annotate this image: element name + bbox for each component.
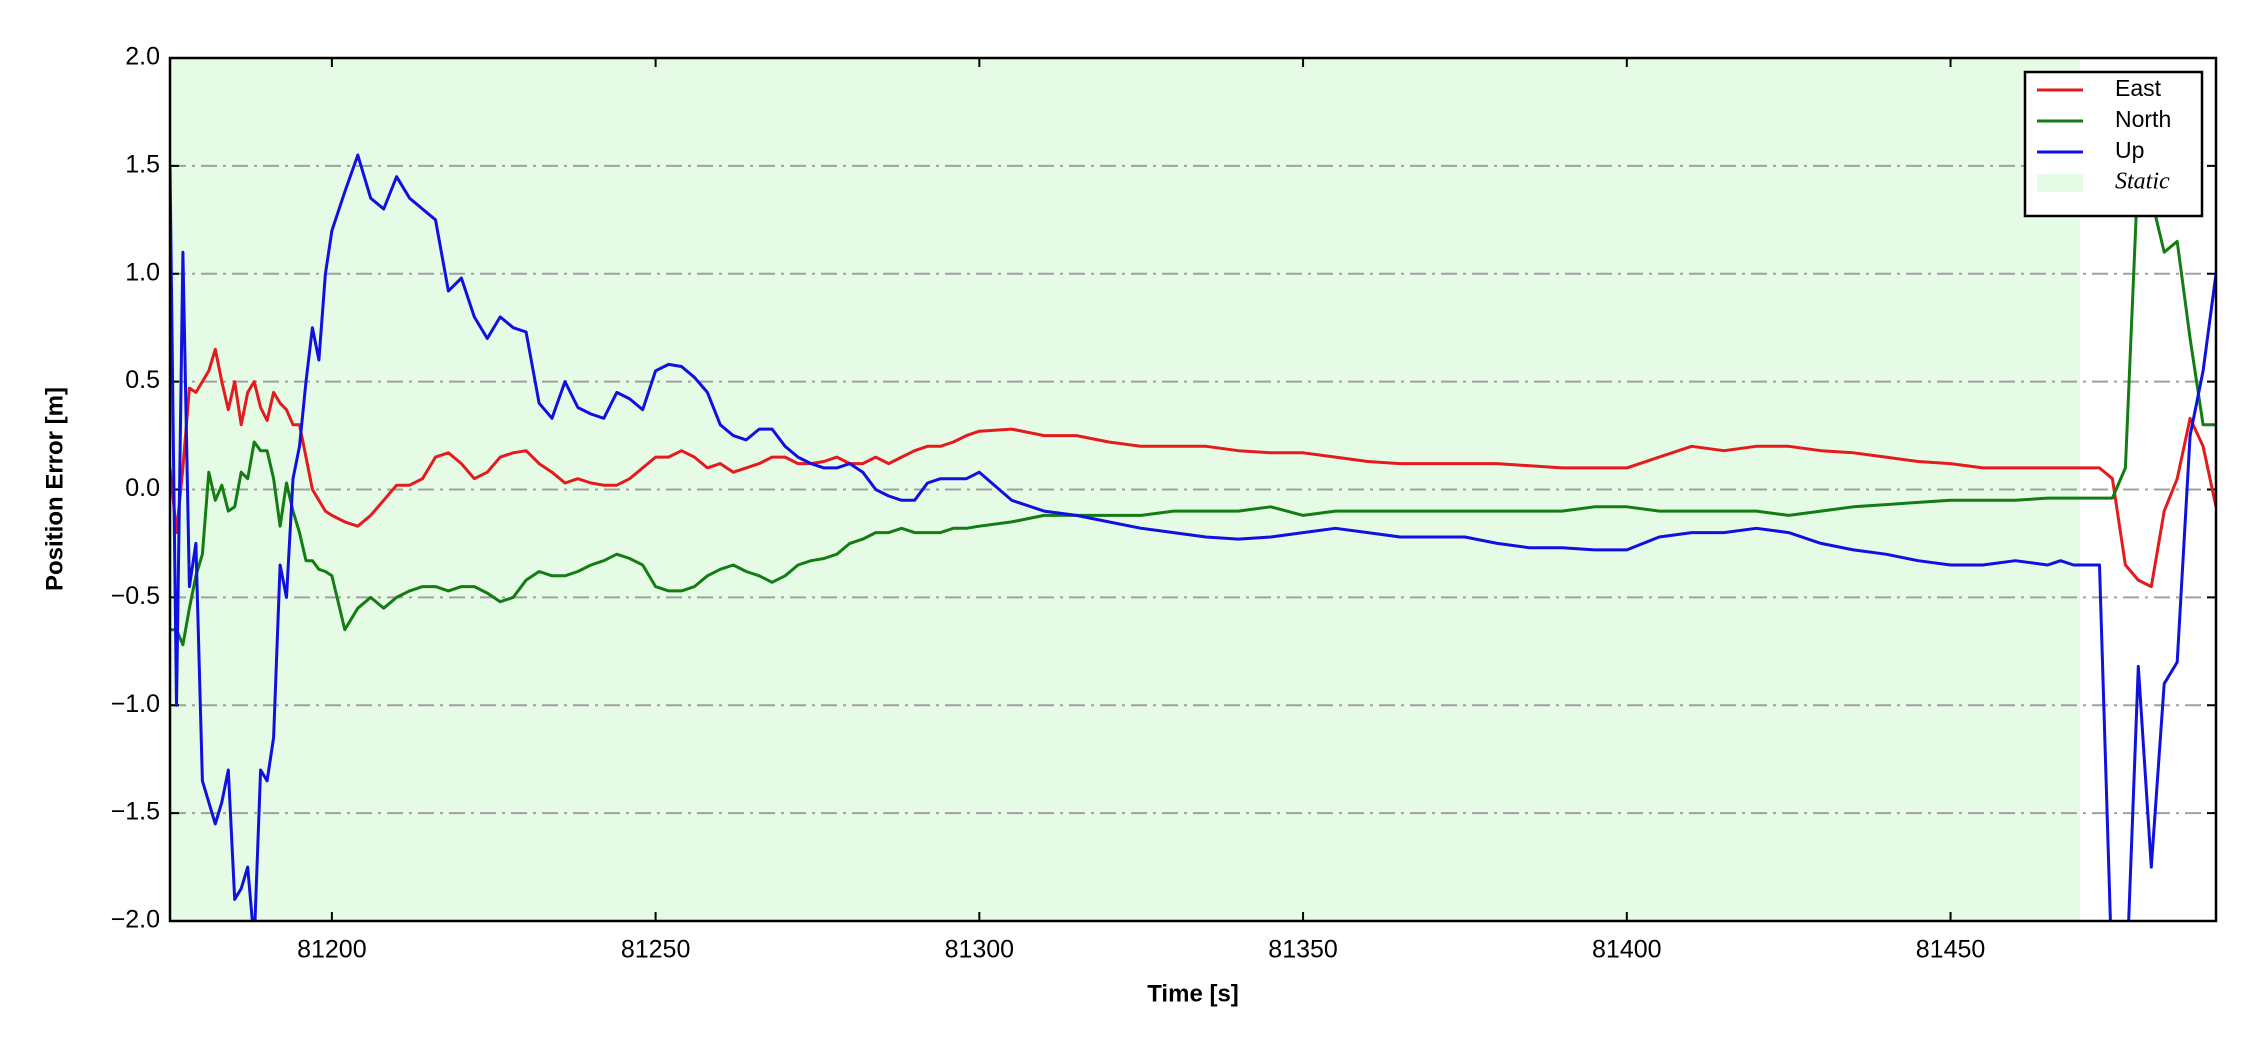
y-tick-label: 1.5	[125, 150, 160, 178]
y-tick-label: 1.0	[125, 258, 160, 286]
x-tick-label: 81250	[621, 936, 691, 964]
series-line	[170, 153, 2216, 921]
y-tick-label: 2.0	[125, 43, 160, 71]
y-tick-label: 0.5	[125, 366, 160, 394]
x-tick-label: 81350	[1268, 936, 1338, 964]
y-tick-label: −1.0	[111, 690, 160, 718]
x-tick-label: 81400	[1592, 936, 1662, 964]
y-tick-label: −2.0	[111, 906, 160, 934]
legend-swatch	[2037, 174, 2083, 192]
legend-label: East	[2115, 75, 2162, 101]
plot-lines	[170, 153, 2216, 921]
plot-frame	[168, 56, 2218, 923]
y-tick-label: −0.5	[111, 582, 160, 610]
x-tick-label: 81200	[297, 936, 367, 964]
legend-label: Up	[2115, 137, 2144, 163]
x-tick-label: 81450	[1916, 936, 1986, 964]
x-axis-label: Time [s]	[1147, 980, 1239, 1007]
y-tick-label: −1.5	[111, 798, 160, 826]
series-line	[170, 164, 2216, 647]
legend-label: North	[2115, 106, 2171, 132]
y-axis-label: Position Error [m]	[41, 387, 68, 591]
x-tick-label: 81300	[945, 936, 1015, 964]
legend-label: Static	[2115, 169, 2170, 195]
legend-box	[2023, 70, 2204, 218]
y-tick-label: 0.0	[125, 474, 160, 502]
